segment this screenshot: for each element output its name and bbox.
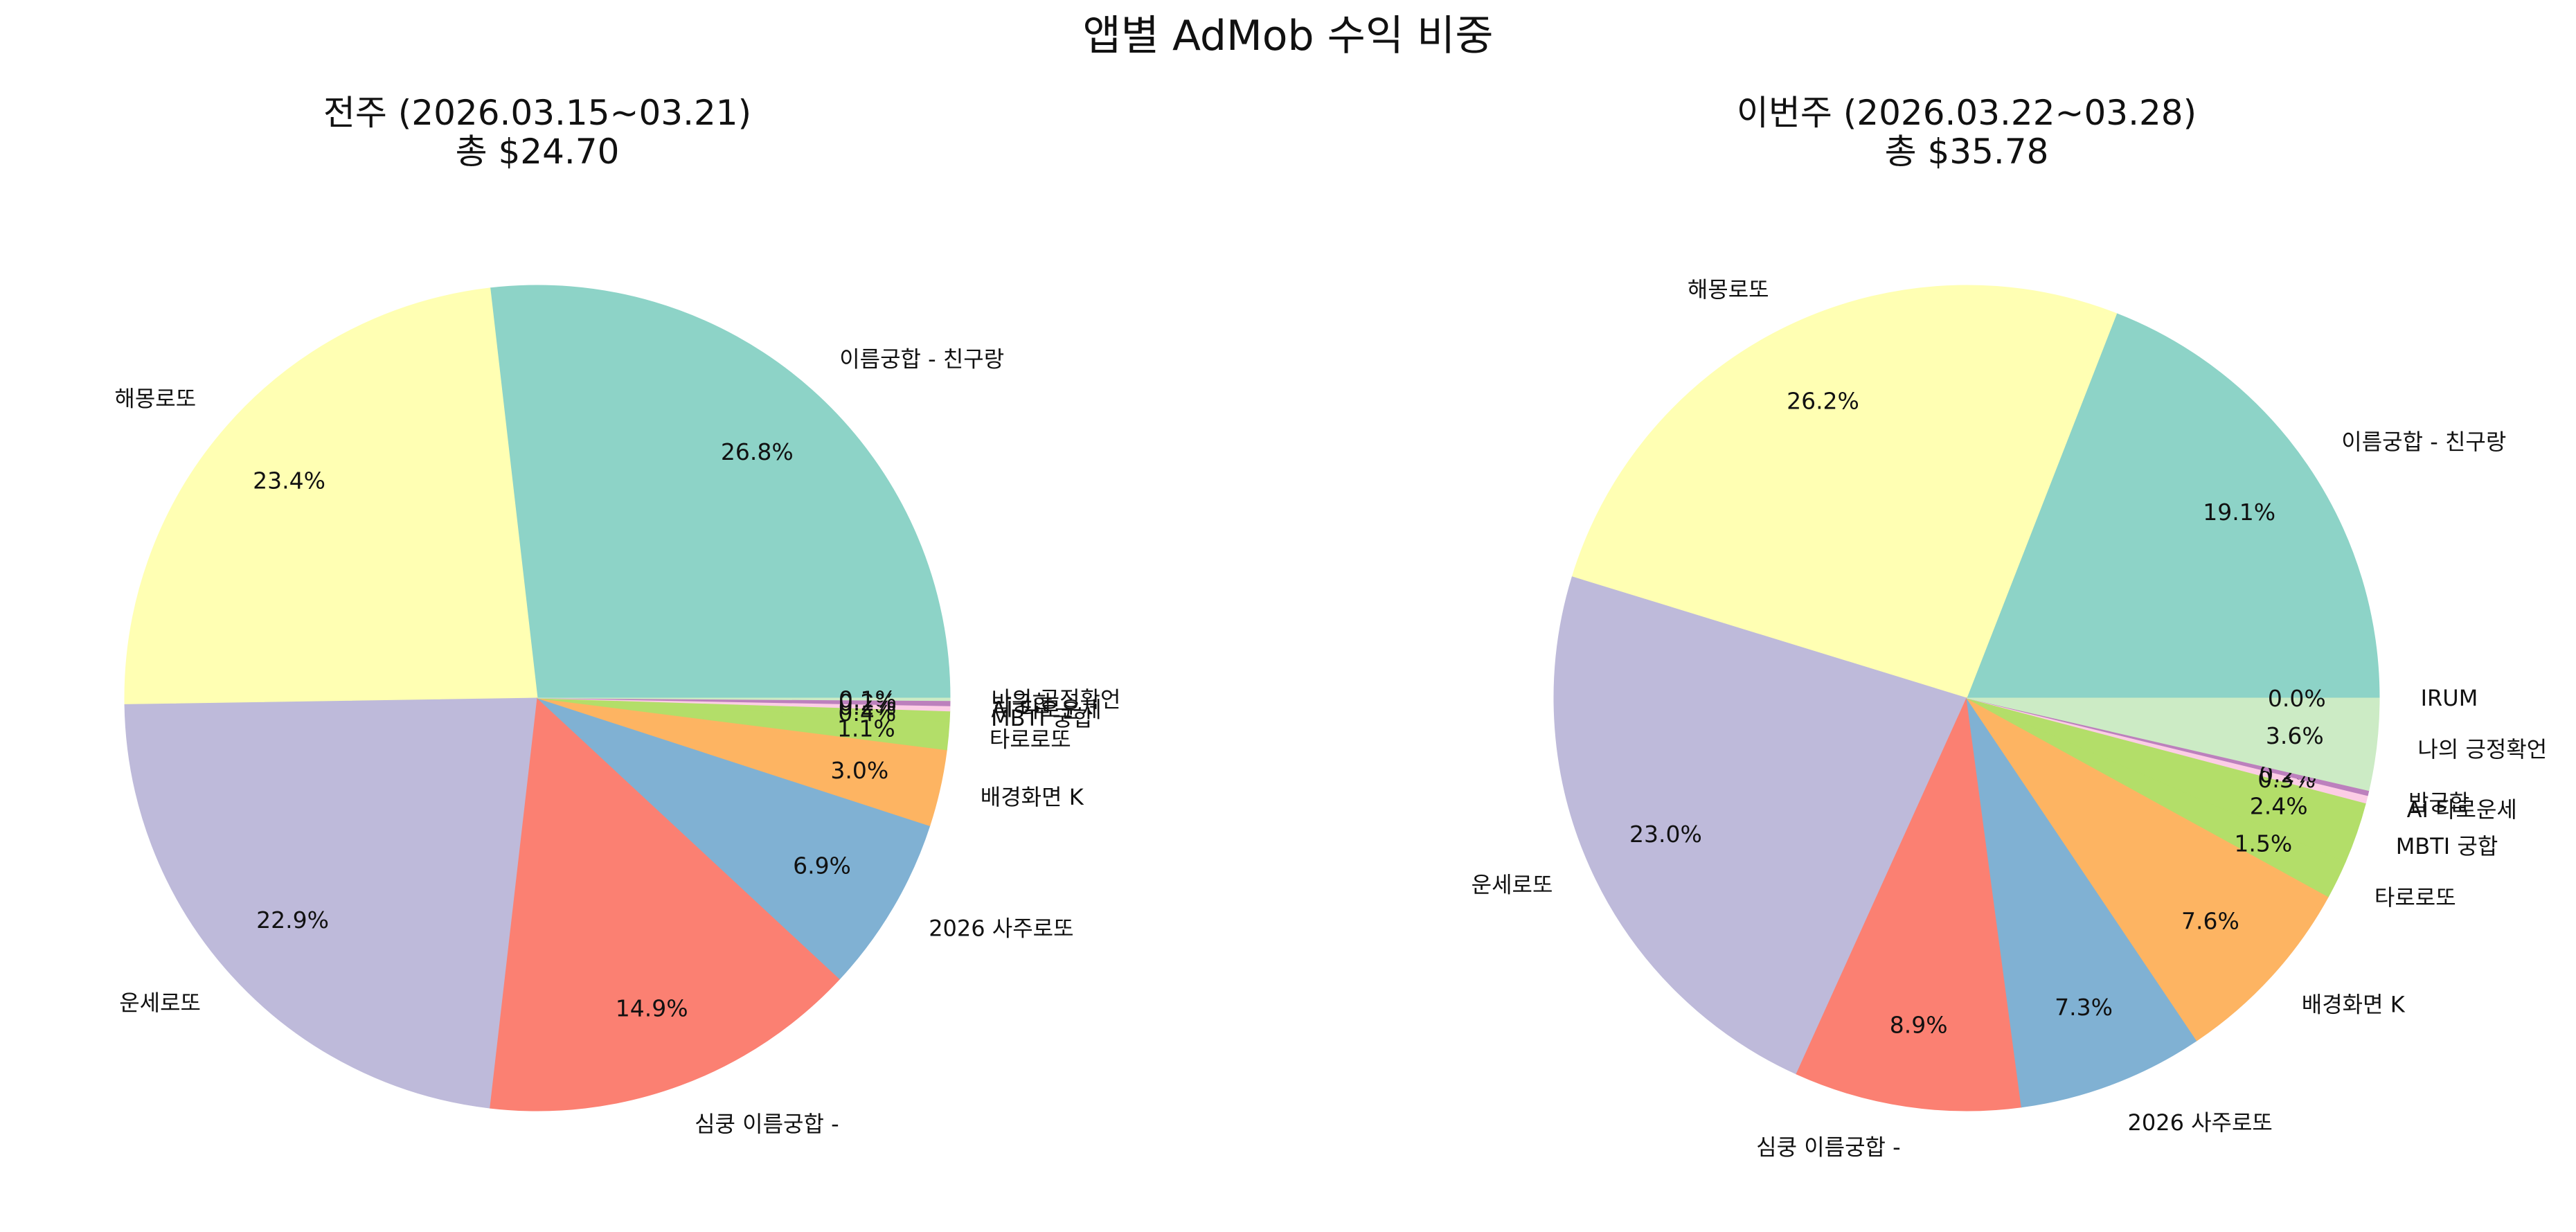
slice-label-previous-week-나의-긍정확언: 나의 긍정확언 [992, 686, 1121, 713]
slice-label-this-week-심쿵-이름궁합: 심쿵 이름궁합 - [1756, 1134, 1901, 1161]
slice-label-this-week-해몽로또: 해몽로또 [1688, 276, 1769, 303]
slice-label-this-week-irum: IRUM [2421, 685, 2478, 711]
slice-percent-this-week-배경화면-k: 7.6% [2181, 908, 2239, 935]
slice-percent-this-week-이름궁합-친구랑: 19.1% [2203, 499, 2275, 526]
slice-label-this-week-2026-사주로또: 2026 사주로또 [2128, 1109, 2273, 1136]
pie-slice-previous-week-해몽로또 [124, 287, 538, 705]
slice-percent-previous-week-해몽로또: 23.4% [253, 467, 325, 494]
pie-subtitle-this-week: 총 $35.78 [1885, 132, 2049, 172]
figure-title: 앱별 AdMob 수익 비중 [1082, 12, 1493, 60]
slice-label-previous-week-심쿵-이름궁합: 심쿵 이름궁합 - [695, 1111, 839, 1137]
pie-slice-this-week-이름궁합-친구랑 [1966, 313, 2380, 699]
slice-percent-this-week-운세로또: 23.0% [1629, 821, 1702, 848]
slice-label-previous-week-mbti-궁합: MBTI 궁합 [991, 705, 1093, 731]
slice-label-previous-week-이름궁합-친구랑: 이름궁합 - 친구랑 [839, 346, 1004, 373]
slice-percent-previous-week-배경화면-k: 3.0% [830, 757, 888, 784]
slice-label-previous-week-2026-사주로또: 2026 사주로또 [929, 915, 1073, 941]
slice-label-this-week-이름궁합-친구랑: 이름궁합 - 친구랑 [2341, 429, 2506, 455]
slice-percent-this-week-심쿵-이름궁합: 8.9% [1890, 1012, 1948, 1039]
slice-percent-this-week-mbti-궁합: 2.4% [2250, 793, 2308, 820]
slice-label-previous-week-타로로또: 타로로또 [990, 726, 1071, 753]
pie-slice-this-week-운세로또 [1553, 576, 1967, 1075]
pie-slice-previous-week-이름궁합-친구랑 [490, 285, 951, 699]
pie-chart-this-week: 이름궁합 - 친구랑 19.1% 해몽로또 26.2% 운세로또 23.0% 심쿵 이름궁합… [1472, 93, 2548, 1161]
pie-slice-previous-week-나의-긍정확언 [537, 697, 951, 702]
pie-slice-previous-week-심쿵-이름궁합 [490, 697, 841, 1112]
slice-label-this-week-나의-긍정확언: 나의 긍정확언 [2417, 736, 2547, 762]
slice-label-this-week-운세로또: 운세로또 [1472, 872, 1553, 898]
slice-label-previous-week-배경화면-k: 배경화면 K [981, 784, 1084, 810]
pie-slice-previous-week-운세로또 [124, 697, 538, 1109]
pie-subtitle-previous-week: 총 $24.70 [456, 132, 620, 172]
slice-label-previous-week-운세로또: 운세로또 [119, 990, 201, 1016]
slice-percent-this-week-irum: 0.0% [2268, 685, 2326, 712]
pie-title-previous-week: 전주 (2026.03.15~03.21) [323, 93, 751, 133]
pie-slice-this-week-심쿵-이름궁합 [1796, 697, 2022, 1112]
pie-slice-this-week-배경화면-k [1966, 697, 2329, 1042]
slice-percent-previous-week-타로로또: 1.1% [837, 715, 895, 742]
pie-chart-previous-week: 이름궁합 - 친구랑 26.8% 해몽로또 23.4% 운세로또 22.9% 심쿵 이름궁합… [114, 93, 1120, 1137]
slice-percent-previous-week-이름궁합-친구랑: 26.8% [721, 438, 794, 465]
pie-slice-this-week-2026-사주로또 [1966, 697, 2198, 1108]
slice-percent-previous-week-밥궁합: 0.2% [839, 689, 897, 716]
slice-percent-this-week-2026-사주로또: 7.3% [2055, 994, 2113, 1021]
slice-label-previous-week-밥궁합: 밥궁합 [992, 690, 1053, 717]
slice-label-this-week-타로로또: 타로로또 [2374, 884, 2456, 911]
slice-label-this-week-배경화면-k: 배경화면 K [2302, 991, 2406, 1017]
slice-label-this-week-mbti-궁합: MBTI 궁합 [2396, 833, 2498, 859]
pie-slice-this-week-나의-긍정확언 [1966, 697, 2380, 792]
slice-percent-this-week-나의-긍정확언: 3.6% [2266, 722, 2324, 749]
pie-slice-this-week-해몽로또 [1571, 285, 2118, 699]
slice-label-previous-week-ai-타로운세: AI 타로운세 [991, 697, 1101, 723]
slice-percent-previous-week-운세로또: 22.9% [256, 907, 329, 934]
slice-percent-this-week-해몽로또: 26.2% [1787, 388, 1859, 415]
pie-title-this-week: 이번주 (2026.03.22~03.28) [1737, 93, 2197, 133]
slice-label-this-week-밥궁합: 밥궁합 [2408, 789, 2469, 816]
slice-label-previous-week-해몽로또: 해몽로또 [114, 386, 196, 412]
slice-percent-previous-week-2026-사주로또: 6.9% [793, 852, 851, 880]
pie-slice-previous-week-2026-사주로또 [537, 697, 931, 980]
slice-label-this-week-ai-타로운세: AI 타로운세 [2407, 796, 2517, 823]
slice-percent-previous-week-나의-긍정확언: 0.1% [839, 686, 897, 713]
slice-percent-previous-week-심쿵-이름궁합: 14.9% [616, 994, 688, 1021]
